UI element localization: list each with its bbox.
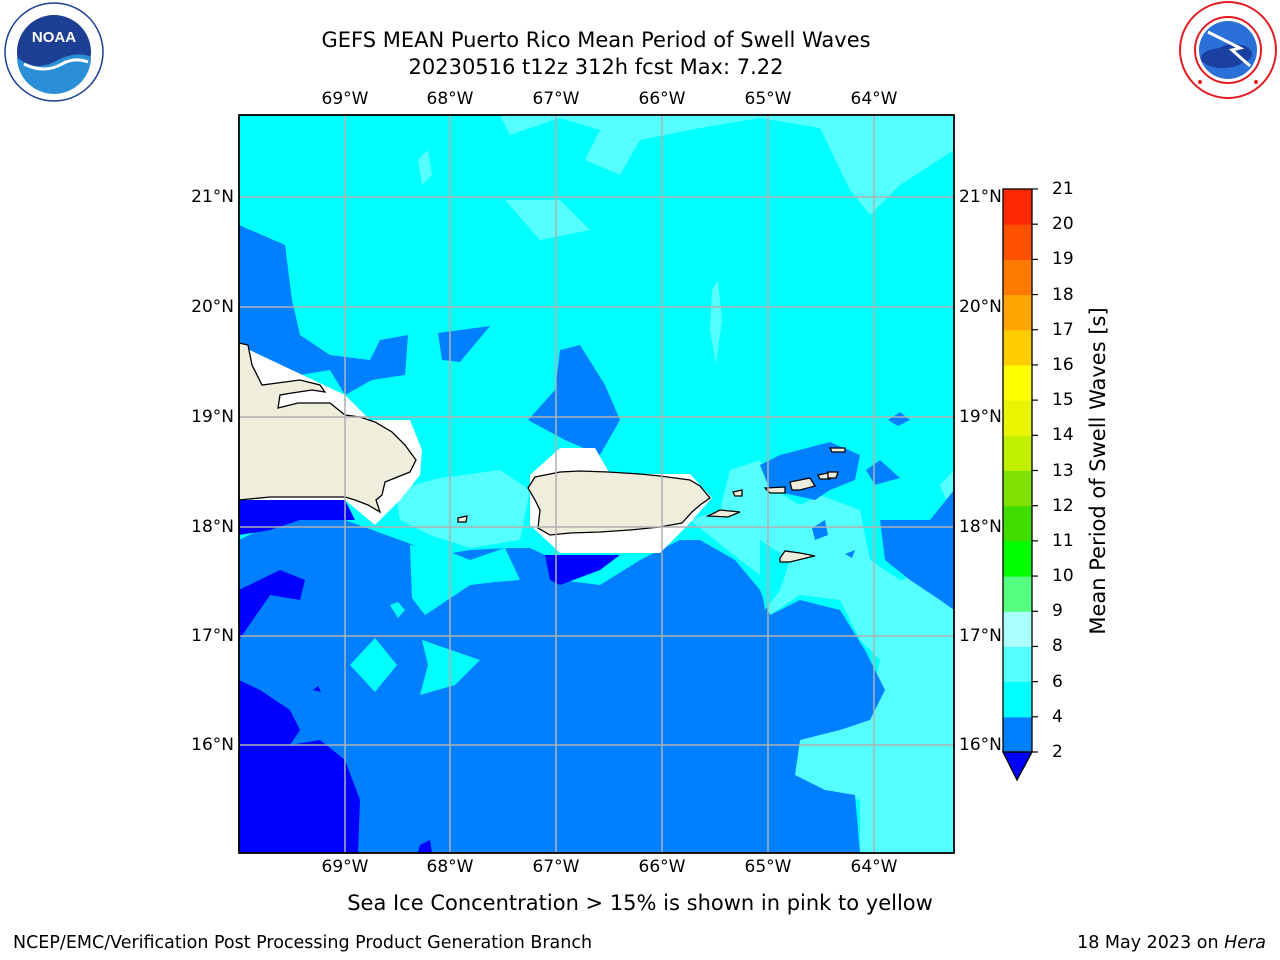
colorbar-segment [1003, 611, 1032, 647]
colorbar-tick-label: 18 [1052, 284, 1074, 305]
lon-tick-bottom: 64°W [850, 857, 898, 877]
colorbar-tick-label: 11 [1052, 530, 1074, 551]
lon-tick-top: 65°W [744, 89, 792, 109]
colorbar-segment [1003, 435, 1032, 471]
lat-tick-right: 18°N [959, 517, 1002, 537]
lat-tick-right: 16°N [959, 735, 1002, 755]
lat-tick-left: 18°N [191, 517, 234, 537]
graticule [239, 115, 954, 853]
lon-tick-bottom: 68°W [426, 857, 474, 877]
colorbar-segment [1003, 540, 1032, 577]
contour-2-4 [239, 225, 954, 853]
colorbar-segments [1003, 189, 1032, 753]
colorbar-segment [1003, 259, 1032, 296]
lat-tick-right: 17°N [959, 626, 1002, 646]
lon-tick-bottom: 66°W [638, 857, 686, 877]
nws-logo [1178, 0, 1278, 100]
footer-host: Hera [1224, 933, 1266, 953]
lat-tick-right: 19°N [959, 407, 1002, 427]
colorbar-segment [1003, 294, 1032, 331]
lat-tick-right: 20°N [959, 297, 1002, 317]
colorbar-tick-label: 21 [1052, 179, 1074, 199]
colorbar-tick-label: 15 [1052, 390, 1074, 411]
colorbar-segment [1003, 189, 1032, 225]
lon-tick-bottom: 69°W [321, 857, 369, 877]
colorbar-tick-label: 14 [1052, 425, 1074, 446]
noaa-logo-text: NOAA [32, 29, 76, 46]
colorbar-segment [1003, 329, 1032, 366]
colorbar-tick-label: 2 [1052, 742, 1063, 762]
footer-credit: NCEP/EMC/Verification Post Processing Pr… [13, 933, 593, 953]
colorbar-tick-label: 12 [1052, 495, 1074, 516]
lon-tick-bottom: 65°W [744, 857, 792, 877]
footer-date: 18 May 2023 on Hera [1077, 933, 1266, 953]
colorbar-tick-label: 13 [1052, 460, 1074, 481]
nws-logo-icon [1179, 1, 1277, 99]
colorbar-segment [1003, 505, 1032, 542]
land-areas [239, 342, 846, 563]
colorbar-segment [1003, 716, 1032, 753]
map-frame [238, 114, 955, 854]
noaa-logo: NOAA [4, 2, 104, 102]
lat-tick-left: 16°N [191, 735, 234, 755]
colorbar-segment [1003, 400, 1032, 436]
colorbar-tick-label: 6 [1052, 671, 1063, 692]
colorbar-segment [1003, 681, 1032, 718]
colorbar-tick-label: 20 [1052, 214, 1074, 235]
lat-tick-left: 20°N [191, 297, 234, 317]
lat-tick-right: 21°N [959, 187, 1002, 207]
colorbar-title: Mean Period of Swell Waves [s] [1086, 307, 1110, 635]
lat-tick-left: 21°N [191, 187, 234, 207]
colorbar-segment [1003, 364, 1032, 401]
lon-tick-top: 68°W [426, 89, 474, 109]
lon-tick-bottom: 67°W [532, 857, 580, 877]
chart-title: GEFS MEAN Puerto Rico Mean Period of Swe… [321, 28, 871, 52]
colorbar-segment [1003, 576, 1032, 612]
lat-tick-left: 19°N [191, 407, 234, 427]
colorbar-tick-label: 8 [1052, 636, 1063, 657]
swell-period-field [239, 115, 954, 853]
chart-subtitle: 20230516 t12z 312h fcst Max: 7.22 [408, 55, 784, 79]
footer-date-text: 18 May 2023 on [1077, 933, 1225, 953]
colorbar-segment [1003, 646, 1032, 683]
colorbar-tick-label: 10 [1052, 566, 1074, 587]
colorbar-segment [1003, 224, 1032, 260]
colorbar-segment [1003, 470, 1032, 507]
colorbar-extend-triangle [1001, 751, 1034, 782]
lon-tick-top: 66°W [638, 89, 686, 109]
colorbar [1001, 188, 1038, 782]
colorbar-tick-label: 17 [1052, 319, 1074, 340]
colorbar-tick-label: 4 [1052, 706, 1063, 727]
lon-tick-top: 64°W [850, 89, 898, 109]
colorbar-tick-label: 16 [1052, 354, 1074, 375]
colorbar-tick-label: 19 [1052, 249, 1074, 270]
noaa-logo-icon: NOAA [4, 2, 104, 102]
lat-tick-left: 17°N [191, 626, 234, 646]
lon-tick-top: 69°W [321, 89, 369, 109]
lon-tick-top: 67°W [532, 89, 580, 109]
colorbar-tick-label: 9 [1052, 601, 1063, 622]
sea-ice-note: Sea Ice Concentration > 15% is shown in … [347, 891, 933, 915]
